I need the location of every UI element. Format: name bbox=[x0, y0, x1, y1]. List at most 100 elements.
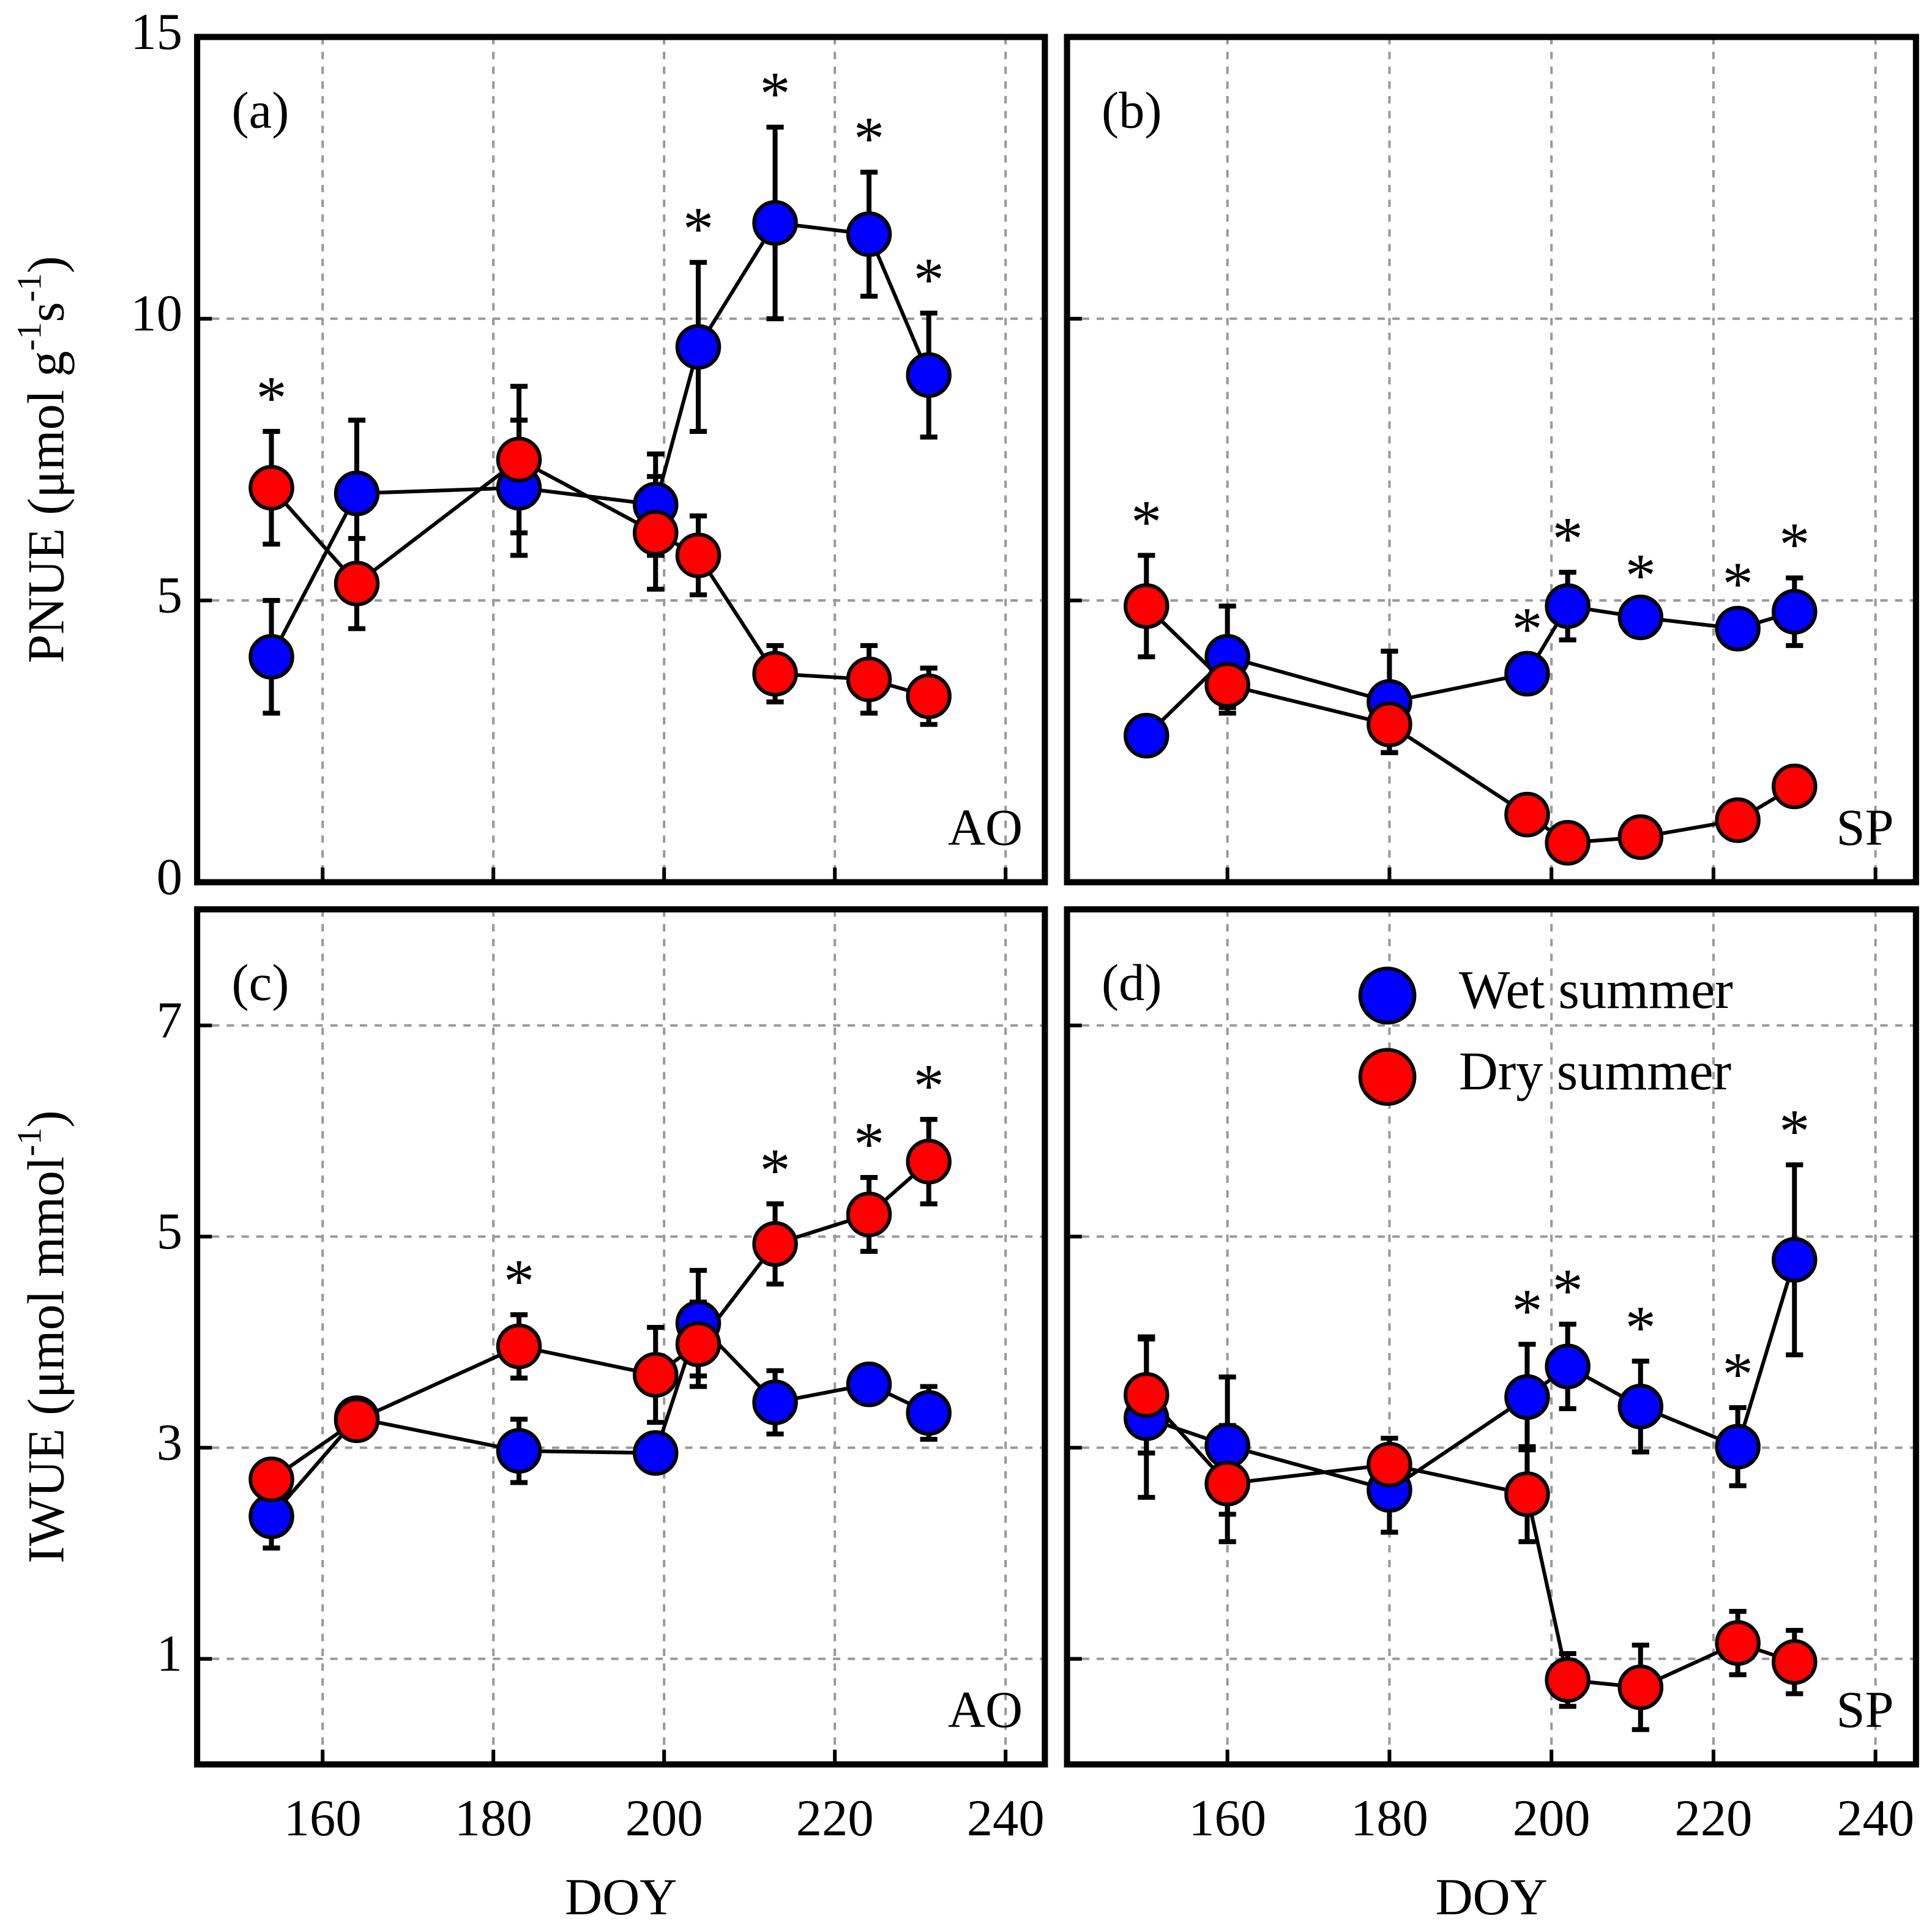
marker bbox=[1545, 819, 1591, 866]
significance-marker: * bbox=[683, 195, 714, 263]
panel-label: (a) bbox=[232, 83, 289, 140]
marker bbox=[675, 532, 722, 578]
significance-marker: * bbox=[504, 1247, 534, 1315]
marker bbox=[906, 1390, 952, 1436]
marker bbox=[752, 1221, 798, 1267]
marker bbox=[1715, 605, 1761, 652]
marker bbox=[1504, 791, 1550, 838]
marker bbox=[1124, 1372, 1169, 1418]
marker bbox=[334, 561, 380, 606]
x-axis-label: DOY bbox=[565, 1869, 677, 1926]
marker bbox=[496, 1323, 542, 1370]
y-tick-label: 5 bbox=[157, 567, 182, 624]
y-axis-label: PNUE (μmol g-1s-1) bbox=[11, 256, 75, 663]
marker bbox=[1617, 594, 1664, 641]
y-axis-label-part: -1 bbox=[11, 273, 49, 302]
marker bbox=[675, 324, 722, 370]
y-axis-label: IWUE (μmol mmol-1) bbox=[11, 1110, 75, 1563]
y-tick-label: 3 bbox=[157, 1414, 182, 1471]
marker bbox=[752, 651, 798, 697]
marker bbox=[1715, 1423, 1761, 1470]
y-tick-label: 10 bbox=[130, 285, 182, 342]
marker bbox=[1772, 763, 1818, 810]
legend-label: Wet summer bbox=[1459, 960, 1733, 1020]
marker bbox=[1504, 1471, 1550, 1517]
x-tick-label: 160 bbox=[1188, 1790, 1266, 1847]
marker bbox=[1715, 797, 1761, 843]
y-axis-label-part: ) bbox=[18, 1110, 75, 1127]
marker bbox=[1367, 1442, 1412, 1488]
significance-marker: * bbox=[854, 1110, 884, 1178]
marker bbox=[846, 211, 892, 257]
y-tick-label: 5 bbox=[157, 1203, 182, 1260]
marker bbox=[248, 634, 294, 680]
x-tick-label: 180 bbox=[455, 1790, 532, 1847]
site-label: SP bbox=[1837, 1682, 1894, 1739]
marker bbox=[1367, 701, 1412, 748]
panel-frame bbox=[194, 34, 1048, 886]
marker bbox=[1545, 1343, 1591, 1390]
marker bbox=[1204, 662, 1250, 708]
x-tick-label: 240 bbox=[967, 1790, 1045, 1847]
marker bbox=[1715, 1620, 1761, 1666]
marker bbox=[248, 1456, 294, 1502]
y-tick-label: 15 bbox=[130, 4, 182, 61]
marker bbox=[632, 1352, 679, 1398]
significance-marker: * bbox=[1779, 1097, 1810, 1165]
significance-marker: * bbox=[1722, 1340, 1753, 1408]
marker bbox=[846, 1192, 892, 1237]
x-tick-label: 200 bbox=[1513, 1790, 1591, 1847]
marker bbox=[334, 470, 380, 517]
significance-marker: * bbox=[759, 1136, 790, 1204]
x-tick-label: 220 bbox=[1674, 1790, 1752, 1847]
panel-label: (c) bbox=[232, 955, 289, 1012]
marker bbox=[1124, 712, 1169, 759]
y-axis-label-part: -1 bbox=[11, 1128, 49, 1157]
marker bbox=[1772, 1639, 1818, 1685]
significance-marker: * bbox=[1552, 1256, 1583, 1325]
panel-frame bbox=[1064, 34, 1919, 886]
legend-marker bbox=[1358, 1048, 1417, 1106]
marker bbox=[906, 352, 952, 398]
y-tick-label: 1 bbox=[157, 1625, 182, 1682]
significance-marker: * bbox=[1552, 504, 1583, 573]
x-tick-label: 160 bbox=[284, 1790, 362, 1847]
y-tick-label: 0 bbox=[157, 849, 182, 906]
significance-marker: * bbox=[1512, 1276, 1542, 1345]
significance-marker: * bbox=[854, 104, 884, 173]
x-tick-label: 240 bbox=[1837, 1790, 1914, 1847]
marker bbox=[1204, 1461, 1250, 1507]
marker bbox=[1545, 1657, 1591, 1703]
marker bbox=[752, 200, 798, 246]
marker bbox=[846, 656, 892, 703]
y-tick-label: 7 bbox=[157, 992, 182, 1049]
site-label: AO bbox=[948, 799, 1023, 856]
x-tick-label: 180 bbox=[1351, 1790, 1428, 1847]
y-axis-label-part: s bbox=[18, 302, 75, 322]
legend-label: Dry summer bbox=[1459, 1042, 1731, 1102]
significance-marker: * bbox=[1512, 594, 1542, 663]
site-label: AO bbox=[948, 1682, 1023, 1739]
x-tick-label: 200 bbox=[625, 1790, 703, 1847]
marker bbox=[632, 1430, 679, 1476]
significance-marker: * bbox=[1625, 541, 1656, 610]
y-axis-label-part: PNUE (μmol g bbox=[18, 351, 75, 663]
marker bbox=[1772, 1237, 1818, 1283]
marker bbox=[675, 1321, 722, 1367]
marker bbox=[846, 1361, 892, 1408]
significance-marker: * bbox=[759, 59, 790, 128]
marker bbox=[1617, 1665, 1664, 1710]
marker bbox=[906, 673, 952, 719]
y-axis-label-part: ) bbox=[18, 256, 75, 273]
significance-marker: * bbox=[1722, 550, 1753, 618]
x-axis-label: DOY bbox=[1436, 1869, 1548, 1926]
marker bbox=[1772, 589, 1818, 635]
marker bbox=[632, 510, 679, 556]
marker bbox=[1504, 1374, 1550, 1420]
marker bbox=[248, 464, 294, 511]
panel-frame bbox=[1064, 906, 1919, 1768]
marker bbox=[752, 1379, 798, 1425]
marker bbox=[334, 1397, 380, 1444]
marker bbox=[906, 1138, 952, 1185]
marker bbox=[1504, 651, 1550, 697]
